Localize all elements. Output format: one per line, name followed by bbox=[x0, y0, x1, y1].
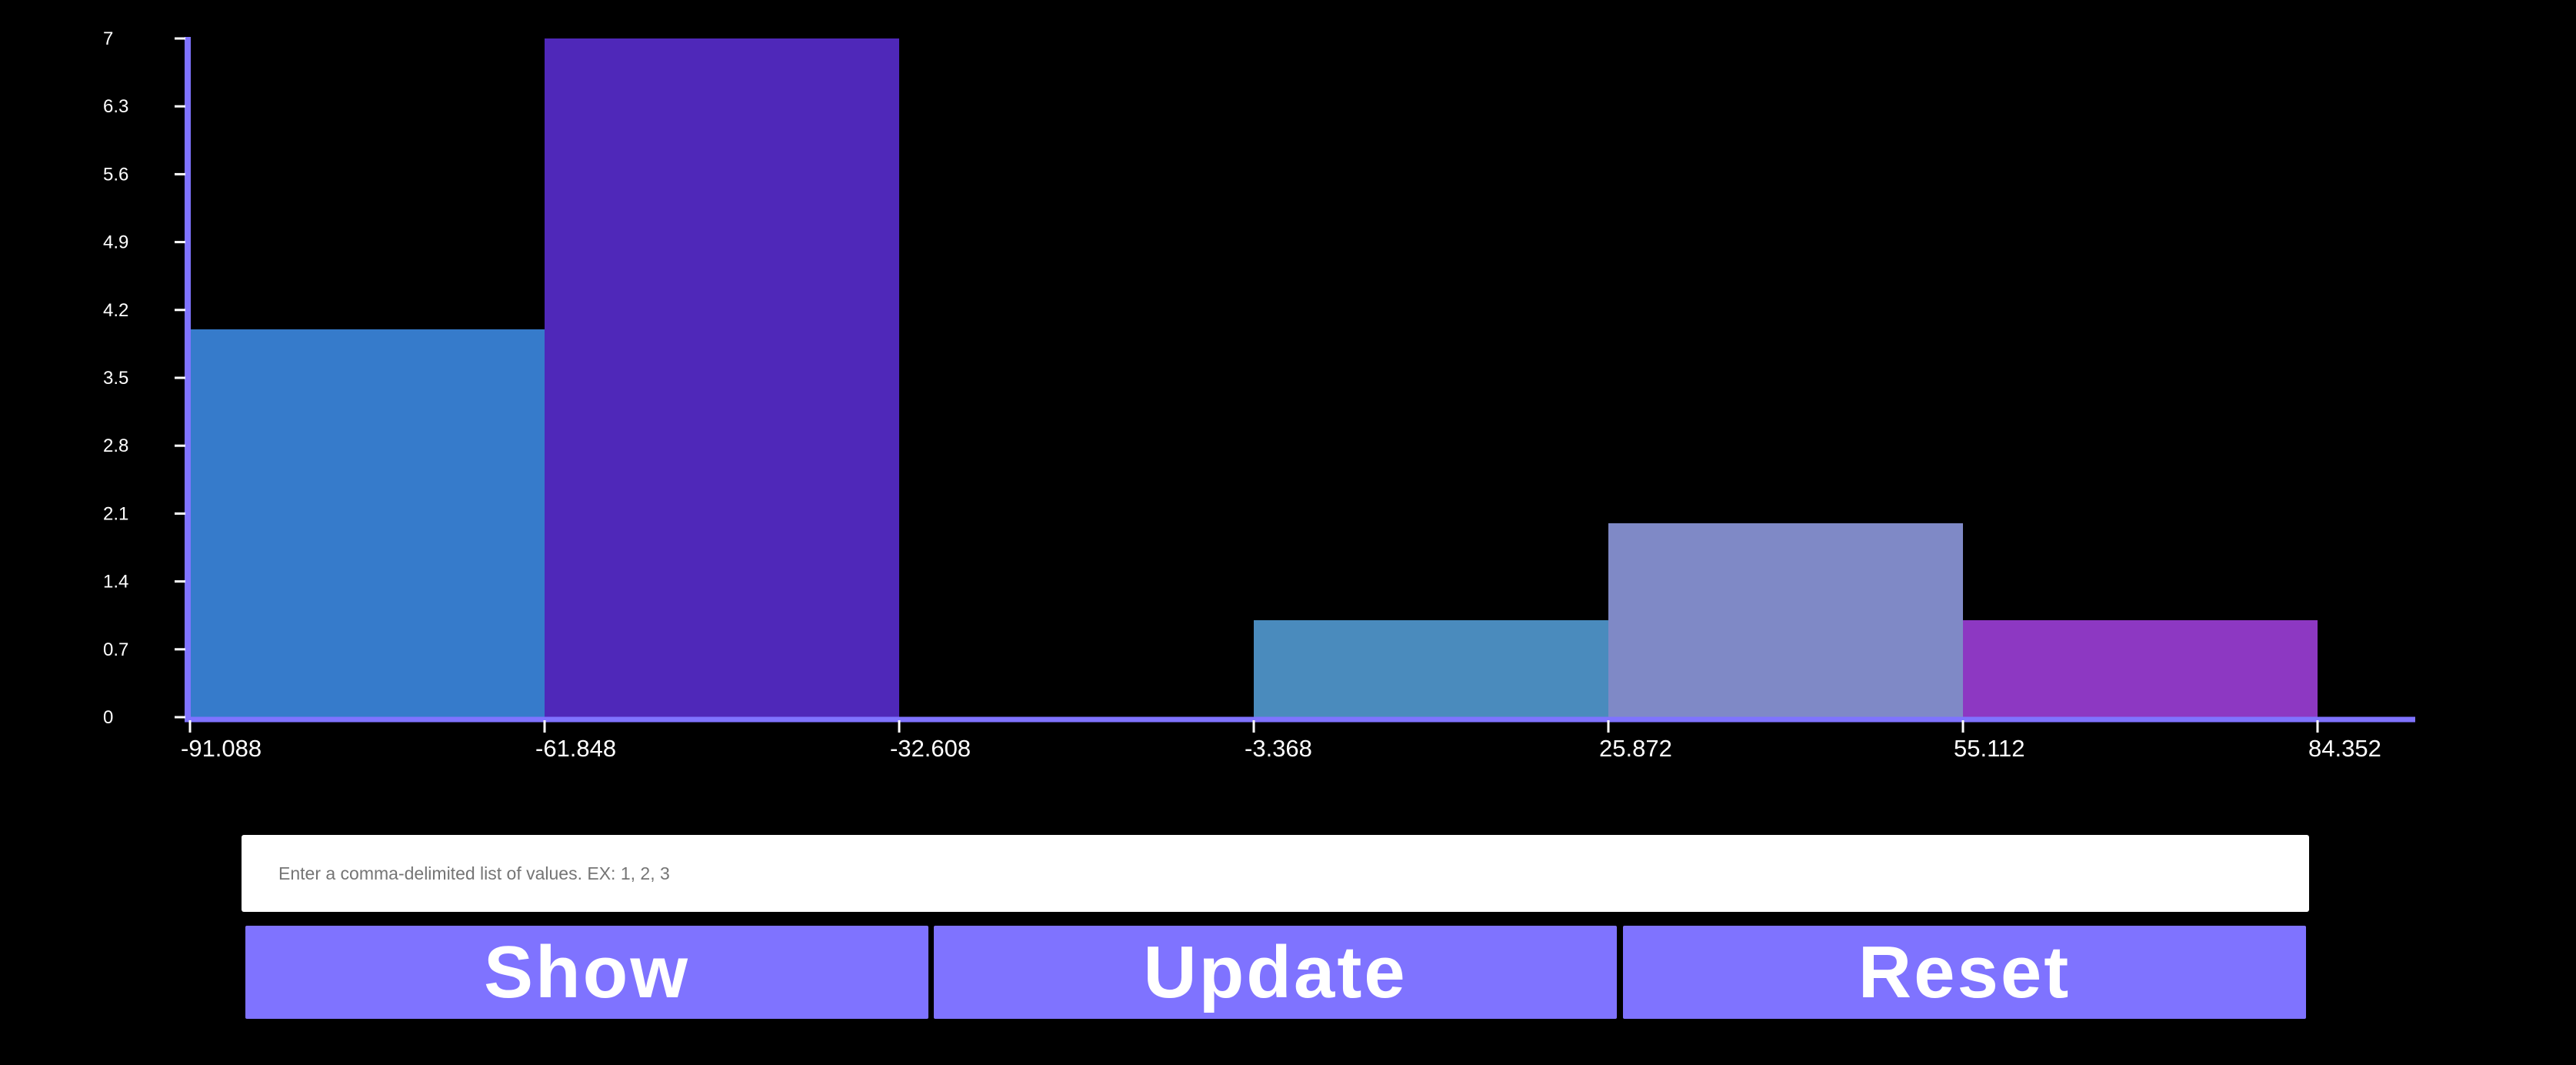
x-tick-label: 25.872 bbox=[1599, 735, 1672, 762]
values-input[interactable] bbox=[242, 835, 2309, 912]
axes-layer bbox=[185, 37, 2415, 723]
x-tick-label: -3.368 bbox=[1245, 735, 1312, 762]
histogram-chart: 0 0.7 1.4 2.1 2.8 3.5 4.2 4.9 5.6 6.3 7 -91.088 -61… bbox=[103, 28, 2415, 762]
y-tick-label: 6.3 bbox=[103, 96, 128, 117]
y-tick-label: 2.1 bbox=[103, 503, 128, 524]
y-tick-label: 5.6 bbox=[103, 164, 128, 185]
y-tick-label: 0.7 bbox=[103, 639, 128, 660]
y-tick-label: 2.8 bbox=[103, 436, 128, 456]
histogram-bar bbox=[1963, 620, 2318, 717]
y-tick-label: 4.2 bbox=[103, 300, 128, 321]
y-tick-label: 7 bbox=[103, 28, 113, 49]
y-tick-label: 4.9 bbox=[103, 232, 128, 253]
y-axis-ticks: 0 0.7 1.4 2.1 2.8 3.5 4.2 4.9 5.6 6.3 7 bbox=[103, 28, 185, 728]
histogram-bar bbox=[545, 38, 899, 717]
histogram-bar bbox=[1254, 620, 1608, 717]
x-tick-label: 84.352 bbox=[2308, 735, 2381, 762]
x-tick-label: 55.112 bbox=[1954, 735, 2025, 762]
update-button[interactable]: Update bbox=[934, 926, 1617, 1019]
reset-button[interactable]: Reset bbox=[1623, 926, 2306, 1019]
x-tick-label: -91.088 bbox=[181, 735, 262, 762]
histogram-svg: 0 0.7 1.4 2.1 2.8 3.5 4.2 4.9 5.6 6.3 7 -91.088 -61… bbox=[103, 28, 2415, 762]
y-tick-label: 0 bbox=[103, 707, 113, 728]
y-tick-label: 1.4 bbox=[103, 572, 128, 593]
x-axis-ticks: -91.088 -61.848 -32.608 -3.368 25.872 55.112 8… bbox=[181, 720, 2381, 762]
histogram-bar bbox=[190, 329, 545, 717]
show-button[interactable]: Show bbox=[245, 926, 928, 1019]
y-tick-label: 3.5 bbox=[103, 368, 128, 389]
x-tick-label: -61.848 bbox=[535, 735, 616, 762]
bars-layer bbox=[190, 38, 2318, 717]
histogram-bar bbox=[1608, 523, 1963, 717]
x-tick-label: -32.608 bbox=[890, 735, 971, 762]
